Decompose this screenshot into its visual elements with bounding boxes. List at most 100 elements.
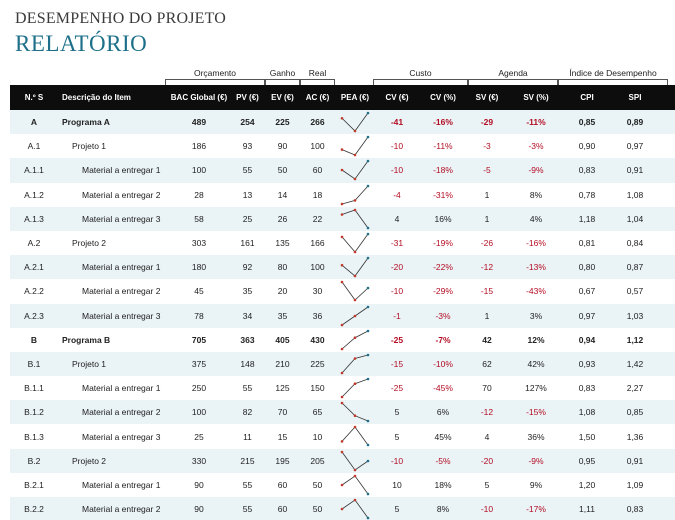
cell-ev: 135 xyxy=(275,238,290,249)
sparkline-line xyxy=(341,499,369,519)
cell-cv: -15 xyxy=(390,358,404,369)
cell-sv: -12 xyxy=(480,262,494,273)
cell-svp: 42% xyxy=(527,358,545,369)
cell-cvp: 6% xyxy=(436,407,450,418)
sparkline-point xyxy=(340,212,344,216)
cell-sv: -29 xyxy=(480,117,494,128)
pea-sparkline xyxy=(340,256,370,278)
cell-ac: 22 xyxy=(312,213,323,224)
sparkline-point xyxy=(353,474,357,478)
sparkline-point xyxy=(340,483,344,487)
cell-cvp: -3% xyxy=(435,310,451,321)
cell-cpi: 0,94 xyxy=(578,334,596,345)
cell-sv: 42 xyxy=(482,334,492,345)
cell-cpi: 0,80 xyxy=(578,262,596,273)
table-header: N.º S Descrição do Item BAC Global (€) P… xyxy=(10,85,675,110)
cell-sv: -26 xyxy=(480,238,494,249)
cell-bac: 180 xyxy=(191,262,207,273)
cell-pv: 34 xyxy=(242,310,253,321)
cell-bac: 303 xyxy=(191,238,207,249)
group-label-ganho: Ganho xyxy=(269,68,296,78)
cell-sv: 4 xyxy=(484,431,490,442)
group-line-real xyxy=(300,79,335,85)
sparkline-point xyxy=(366,232,370,236)
cell-cv: 10 xyxy=(392,479,402,490)
cell-spi: 0,87 xyxy=(626,262,644,273)
table-row: A.1.3 Material a entregar 3 58 25 26 22 4 16% 1 4… xyxy=(10,206,675,231)
sparkline-point xyxy=(366,111,370,115)
cell-bac: 330 xyxy=(191,455,207,466)
sparkline-point xyxy=(340,235,344,239)
table-row: A.1.2 Material a entregar 2 28 13 14 18 -4 -31%… xyxy=(10,183,675,207)
sparkline-line xyxy=(341,402,369,422)
group-line-agenda xyxy=(468,79,558,85)
cell-cpi: 1,11 xyxy=(579,504,595,515)
cell-ev: 405 xyxy=(275,334,290,345)
cell-bac: 100 xyxy=(191,165,207,176)
cell-ev: 35 xyxy=(277,310,288,321)
cell-pv: 55 xyxy=(242,479,253,490)
sparkline-point xyxy=(340,264,344,267)
sparkline-point xyxy=(340,507,344,511)
cell-sv: -15 xyxy=(480,286,494,297)
col-sv: SV (€) xyxy=(475,93,499,102)
cell-ev: 195 xyxy=(275,455,290,466)
cell-ns: B.1 xyxy=(27,358,41,369)
cell-descricao: Material a entregar 1 xyxy=(82,165,161,176)
table-row: B.2.1 Material a entregar 1 90 55 60 50 10 18% 5… xyxy=(10,473,675,497)
cell-svp: -43% xyxy=(526,286,546,297)
col-cv: CV (€) xyxy=(385,93,409,102)
cell-cpi: 0,85 xyxy=(578,117,596,128)
cell-pv: 55 xyxy=(242,383,253,394)
cell-ev: 60 xyxy=(277,504,288,515)
cell-cv: -4 xyxy=(393,189,401,200)
sparkline-point xyxy=(366,329,370,332)
cell-sv: -3 xyxy=(483,141,491,152)
cell-ns: B xyxy=(30,334,38,345)
cell-spi: 0,97 xyxy=(626,141,644,152)
cell-bac: 25 xyxy=(194,431,204,442)
sparkline-point xyxy=(366,444,370,447)
sparkline-line xyxy=(341,209,369,228)
cell-ac: 266 xyxy=(310,117,325,128)
cell-pv: 55 xyxy=(242,504,253,515)
cell-ac: 50 xyxy=(312,504,323,515)
cell-cv: -25 xyxy=(390,383,404,394)
cell-ac: 100 xyxy=(310,262,325,273)
col-cvp: CV (%) xyxy=(430,93,456,102)
table-row: A.2 Projeto 2 303 161 135 166 -31 -19% -26 -16% 0,… xyxy=(10,231,675,255)
group-label-custo: Custo xyxy=(409,68,432,78)
cell-cpi: 0,93 xyxy=(578,358,596,369)
cell-cv: -10 xyxy=(390,286,404,297)
cell-ev: 90 xyxy=(277,141,288,152)
cell-svp: -3% xyxy=(528,141,544,152)
sparkline-point xyxy=(340,281,344,284)
group-line-ganho xyxy=(265,79,300,85)
sparkline-point xyxy=(366,353,370,357)
cell-ns: A.1.1 xyxy=(24,165,44,176)
cell-ns: B.1.1 xyxy=(24,383,44,394)
cell-cv: 5 xyxy=(394,431,400,442)
table-row: A.1 Projeto 1 186 93 90 100 -10 -11% -3 -3% 0,90 0,… xyxy=(10,134,675,158)
pea-sparkline xyxy=(340,135,370,157)
cell-svp: -9% xyxy=(528,165,544,176)
sparkline-point xyxy=(366,160,370,163)
cell-bac: 250 xyxy=(191,383,207,394)
sparkline-line xyxy=(341,330,369,349)
cell-cpi: 0,90 xyxy=(578,141,596,152)
cell-spi: 0,89 xyxy=(626,117,644,128)
cell-cv: -10 xyxy=(390,165,404,176)
cell-spi: 1,12 xyxy=(626,334,644,345)
cell-ac: 36 xyxy=(312,310,323,321)
sparkline-line xyxy=(341,426,369,446)
sparkline-point xyxy=(353,498,357,502)
sparkline-point xyxy=(340,395,344,399)
cell-descricao: Material a entregar 1 xyxy=(82,383,161,394)
table-row: A.1.1 Material a entregar 1 100 55 50 60 -10 -1… xyxy=(10,158,675,183)
cell-cv: 5 xyxy=(394,504,400,515)
cell-svp: -9% xyxy=(528,455,544,466)
cell-svp: -11% xyxy=(526,117,546,128)
cell-cv: -10 xyxy=(390,141,404,152)
cell-ac: 430 xyxy=(310,334,325,345)
sparkline-point xyxy=(340,440,344,444)
